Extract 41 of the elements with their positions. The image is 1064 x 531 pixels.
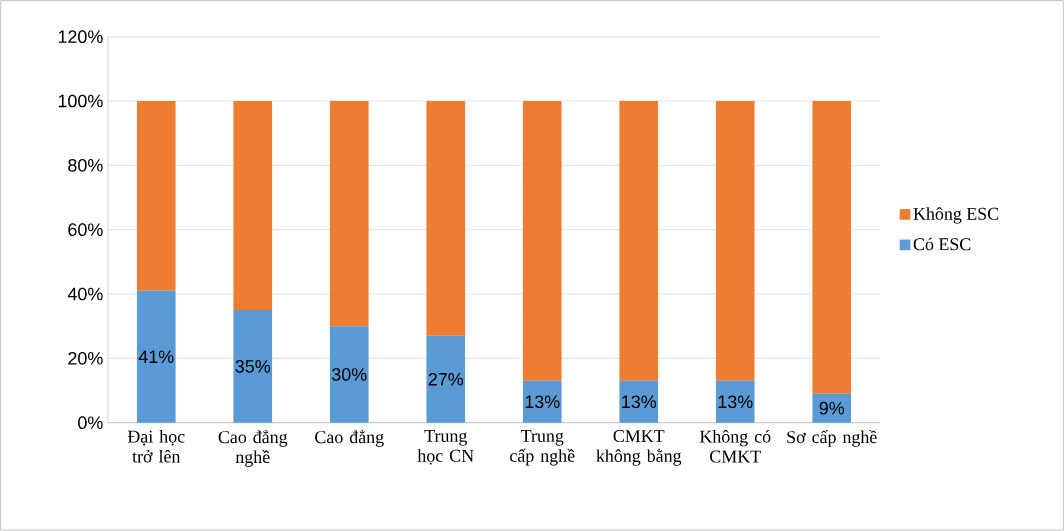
bar: [812, 393, 852, 423]
y-tick-label: 120%: [58, 30, 103, 44]
x-tick-label: Không có CMKT: [699, 430, 771, 463]
y-tick-label: 100%: [58, 94, 103, 108]
x-tick-label: Cao đẳng: [315, 430, 384, 448]
data-label: 13%: [622, 395, 657, 409]
x-tick-label: Trung cấp nghề: [510, 430, 575, 466]
data-label: 41%: [138, 350, 174, 364]
bar: [329, 326, 369, 423]
y-tick-label: 40%: [67, 287, 103, 301]
bar: [426, 335, 466, 423]
bar: [426, 101, 466, 336]
bar: [136, 101, 176, 291]
data-label: 13%: [525, 395, 560, 409]
y-tick-label: 60%: [68, 223, 103, 237]
bar: [233, 101, 273, 311]
bar: [812, 101, 852, 394]
x-tick-label: Cao đẳng nghề: [218, 430, 288, 467]
y-tick-label: 20%: [68, 352, 103, 365]
data-label: 13%: [718, 395, 753, 409]
bar: [619, 381, 659, 423]
legend-label: Có ESC: [913, 237, 971, 251]
x-tick-label: Sơ cấp nghề: [787, 430, 877, 448]
bar: [715, 381, 755, 423]
y-tick-label: 80%: [68, 159, 103, 172]
bar: [329, 101, 369, 327]
y-tick-label: 0%: [78, 416, 103, 430]
bar: [233, 310, 273, 423]
data-label: 27%: [428, 373, 464, 386]
bar: [715, 101, 755, 382]
bar: [136, 290, 176, 423]
bar: [619, 101, 659, 382]
x-tick-label: Đại học trở lên: [127, 430, 185, 463]
bar: [522, 381, 562, 423]
data-label: 9%: [819, 402, 845, 415]
bar: [522, 101, 562, 382]
x-tick-label: CMKT không bằng: [596, 430, 682, 466]
data-label: 35%: [235, 360, 271, 373]
data-label: 30%: [332, 368, 367, 381]
x-tick-label: Trung học CN: [417, 430, 474, 465]
legend-label: Không ESC: [913, 207, 999, 224]
